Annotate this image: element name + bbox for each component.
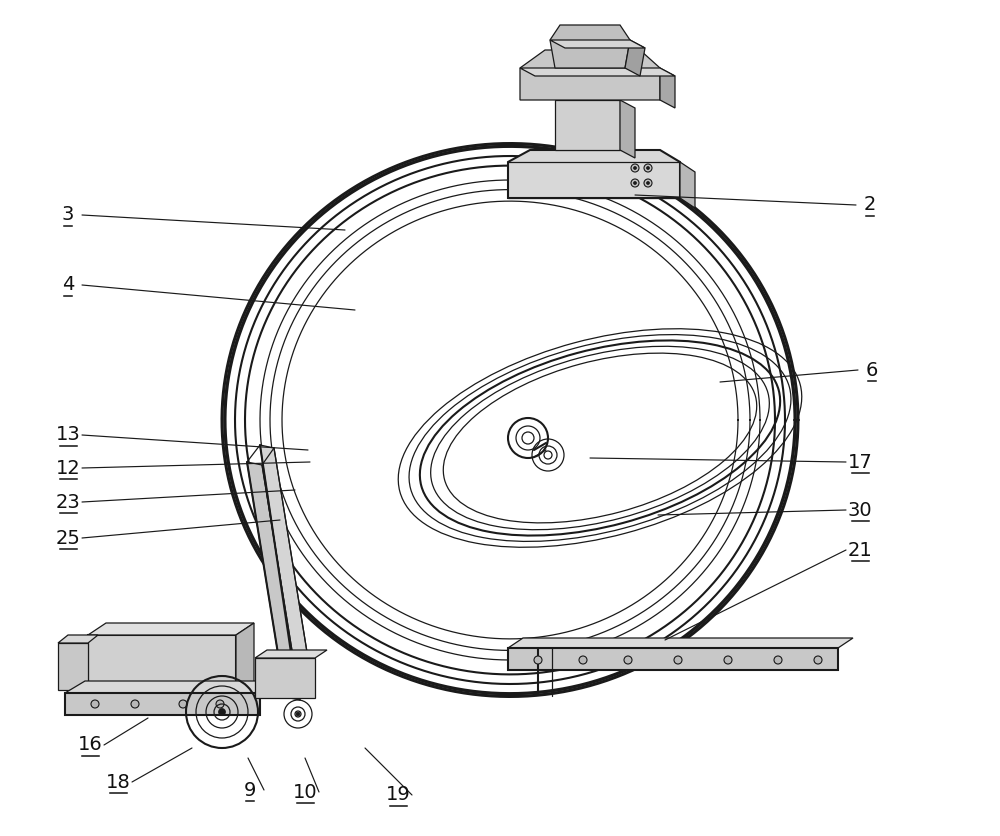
Polygon shape [550,40,645,48]
Polygon shape [88,623,254,635]
Polygon shape [555,100,620,150]
Circle shape [296,712,300,716]
Circle shape [724,656,732,664]
Polygon shape [88,635,236,695]
Text: 21: 21 [848,541,872,559]
Polygon shape [620,100,635,158]
Circle shape [634,166,637,170]
Circle shape [634,181,637,185]
Circle shape [674,656,682,664]
Polygon shape [58,635,98,643]
Text: 4: 4 [62,276,74,294]
Circle shape [646,181,650,185]
Circle shape [624,656,632,664]
Polygon shape [58,643,88,690]
Polygon shape [65,693,260,715]
Circle shape [579,656,587,664]
Text: 10: 10 [293,782,317,802]
Text: 19: 19 [386,786,410,804]
Polygon shape [508,638,853,648]
Polygon shape [520,68,675,76]
Text: 2: 2 [864,196,876,215]
Polygon shape [247,462,300,700]
Circle shape [631,179,639,187]
Circle shape [814,656,822,664]
Text: 3: 3 [62,206,74,225]
Text: 25: 25 [56,528,80,548]
Polygon shape [625,40,645,76]
Polygon shape [550,25,630,68]
Circle shape [774,656,782,664]
Circle shape [646,166,650,170]
Polygon shape [520,50,660,100]
Polygon shape [260,445,312,686]
Text: 12: 12 [56,458,80,477]
Text: 18: 18 [106,772,130,792]
Polygon shape [508,648,838,670]
Text: 30: 30 [848,501,872,519]
Text: 16: 16 [78,736,102,755]
Polygon shape [660,68,675,108]
Text: 9: 9 [244,781,256,799]
Text: 17: 17 [848,452,872,472]
Text: 13: 13 [56,426,80,445]
Circle shape [131,700,139,708]
Polygon shape [65,681,280,693]
Circle shape [218,708,226,716]
Circle shape [534,656,542,664]
Circle shape [179,700,187,708]
Polygon shape [255,650,327,658]
Polygon shape [255,658,315,698]
Polygon shape [680,162,695,208]
Text: 6: 6 [866,360,878,380]
Text: 23: 23 [56,492,80,512]
Polygon shape [236,623,254,695]
Circle shape [644,179,652,187]
Circle shape [91,700,99,708]
Circle shape [631,164,639,172]
Polygon shape [508,150,680,198]
Circle shape [644,164,652,172]
Circle shape [216,700,224,708]
